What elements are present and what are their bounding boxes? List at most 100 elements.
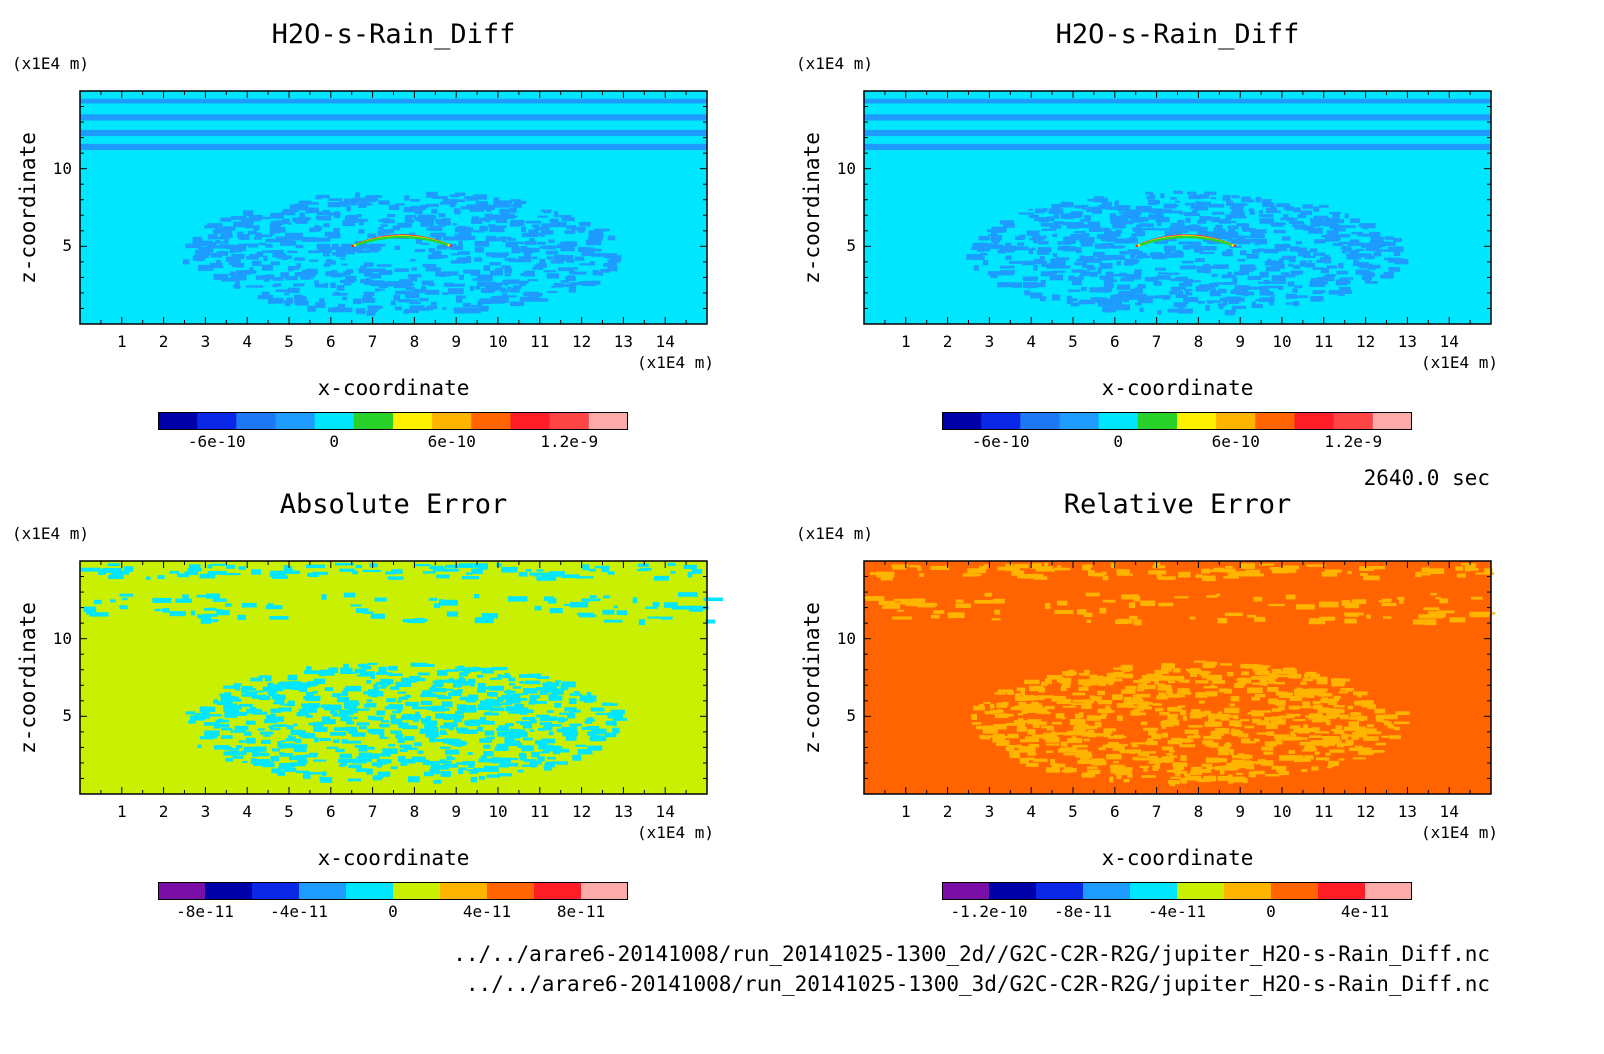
- pattern-cell: [990, 232, 998, 237]
- pattern-cell: [518, 731, 524, 737]
- speckle: [1057, 565, 1062, 571]
- speckle: [169, 611, 186, 617]
- pattern-cell: [264, 718, 278, 724]
- speckle: [569, 601, 589, 608]
- pattern-cell: [569, 693, 582, 696]
- pattern-cell: [274, 220, 284, 225]
- pattern-cell: [287, 233, 303, 240]
- pattern-cell: [1026, 230, 1040, 236]
- pattern-cell: [561, 217, 575, 222]
- pattern-cell: [381, 229, 390, 234]
- pattern-cell: [1116, 260, 1121, 266]
- pattern-cell: [497, 773, 512, 777]
- pattern-cell: [984, 711, 996, 715]
- speckle: [644, 606, 658, 609]
- pattern-cell: [1196, 201, 1211, 206]
- pattern-cell: [1239, 213, 1246, 218]
- speckle: [507, 596, 528, 602]
- colorbar-segment: [440, 882, 488, 900]
- pattern-cell: [1232, 288, 1243, 294]
- pattern-cell: [1271, 708, 1282, 712]
- pattern-cell: [340, 292, 347, 296]
- pattern-cell: [1293, 207, 1301, 213]
- x-tick-label: 5: [1068, 802, 1078, 821]
- pattern-cell: [427, 254, 438, 260]
- x-tick-label: 2: [158, 332, 169, 351]
- pattern-cell: [314, 678, 326, 685]
- pattern-cell: [324, 687, 334, 692]
- pattern-cell: [299, 212, 305, 218]
- pattern-cell: [210, 252, 222, 258]
- pattern-cell: [1138, 678, 1151, 684]
- pattern-cell: [971, 713, 978, 720]
- pattern-cell: [346, 720, 354, 725]
- pattern-cell: [1168, 750, 1175, 753]
- colorbar-segment: [1365, 882, 1412, 900]
- x-tick-label: 1: [116, 332, 127, 351]
- pattern-cell: [1301, 757, 1311, 762]
- pattern-cell: [215, 240, 220, 244]
- pattern-cell: [1236, 223, 1250, 227]
- pattern-cell: [1207, 301, 1213, 304]
- pattern-cell: [301, 703, 315, 707]
- pattern-cell: [294, 738, 302, 744]
- pattern-cell: [435, 271, 451, 277]
- pattern-cell: [269, 228, 285, 233]
- pattern-cell: [282, 209, 299, 213]
- pattern-cell: [1123, 219, 1129, 223]
- pattern-cell: [1209, 290, 1222, 297]
- x-tick-label: 13: [613, 802, 634, 821]
- pattern-cell: [1217, 758, 1227, 763]
- speckle: [1308, 618, 1326, 625]
- pattern-cell: [1045, 705, 1055, 710]
- pattern-cell: [1203, 735, 1214, 740]
- pattern-cell: [1264, 716, 1275, 721]
- pattern-cell: [1240, 250, 1247, 256]
- x-tick-label: 12: [1355, 332, 1376, 351]
- pattern-cell: [361, 665, 372, 670]
- pattern-cell: [442, 218, 451, 222]
- pattern-cell: [1288, 736, 1302, 741]
- pattern-cell: [1170, 228, 1178, 233]
- pattern-cell: [504, 273, 511, 277]
- pattern-cell: [1116, 715, 1123, 722]
- pattern-cell: [1188, 725, 1203, 728]
- speckle: [207, 564, 213, 569]
- pattern-cell: [1314, 239, 1326, 244]
- pattern-cell: [519, 296, 535, 302]
- speckle: [1435, 597, 1441, 600]
- pattern-cell: [1184, 278, 1193, 283]
- pattern-cell: [443, 771, 450, 777]
- pattern-cell: [518, 280, 529, 284]
- pattern-cell: [598, 271, 604, 276]
- pattern-cell: [341, 739, 348, 744]
- pattern-cell: [1117, 205, 1131, 212]
- pattern-cell: [245, 720, 256, 725]
- pattern-cell: [325, 271, 338, 276]
- pattern-cell: [1268, 745, 1274, 751]
- pattern-cell: [1325, 217, 1340, 223]
- pattern-cell: [365, 702, 377, 708]
- pattern-cell: [367, 233, 377, 238]
- pattern-cell: [1263, 751, 1274, 755]
- pattern-cell: [1137, 683, 1143, 686]
- x-tick-label: 4: [1026, 332, 1037, 351]
- pattern-cell: [982, 728, 998, 734]
- pattern-cell: [994, 713, 1009, 719]
- pattern-cell: [356, 722, 370, 726]
- pattern-cell: [309, 772, 324, 775]
- pattern-cell: [1005, 255, 1012, 260]
- pattern-cell: [1111, 216, 1124, 222]
- speckle: [1085, 564, 1093, 568]
- speckle: [638, 563, 649, 567]
- pattern-cell: [539, 690, 548, 695]
- pattern-cell: [1375, 742, 1387, 746]
- speckle: [891, 564, 909, 568]
- pattern-cell: [1338, 691, 1348, 694]
- pattern-cell: [1233, 207, 1244, 212]
- speckle: [466, 572, 472, 575]
- pattern-cell: [1383, 714, 1398, 720]
- pattern-cell: [1292, 288, 1298, 293]
- pattern-cell: [1278, 706, 1285, 711]
- pattern-cell: [1253, 738, 1260, 742]
